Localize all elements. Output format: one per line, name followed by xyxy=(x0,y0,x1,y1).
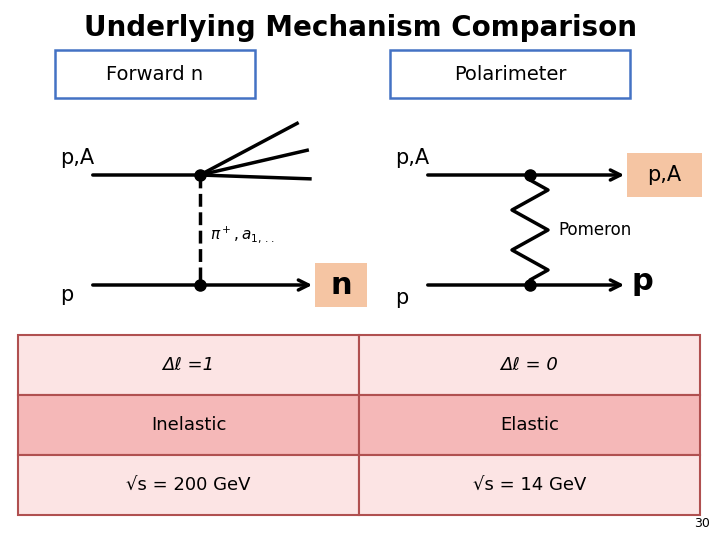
Bar xyxy=(359,395,700,455)
Text: p: p xyxy=(395,288,408,308)
Text: √s = 200 GeV: √s = 200 GeV xyxy=(126,476,251,494)
Bar xyxy=(18,335,359,395)
Text: p,A: p,A xyxy=(395,148,429,168)
Text: Inelastic: Inelastic xyxy=(150,416,226,434)
Text: p,A: p,A xyxy=(60,148,94,168)
Bar xyxy=(359,335,700,395)
Text: 30: 30 xyxy=(694,517,710,530)
Bar xyxy=(315,263,367,307)
Text: Underlying Mechanism Comparison: Underlying Mechanism Comparison xyxy=(84,14,636,42)
Bar xyxy=(18,395,359,455)
Text: p: p xyxy=(60,285,73,305)
Bar xyxy=(390,50,630,98)
Text: Δℓ =1: Δℓ =1 xyxy=(163,356,215,374)
Text: p,A: p,A xyxy=(647,165,681,185)
Bar xyxy=(18,455,359,515)
Text: √s = 14 GeV: √s = 14 GeV xyxy=(473,476,586,494)
Text: Elastic: Elastic xyxy=(500,416,559,434)
Bar xyxy=(359,455,700,515)
Text: n: n xyxy=(330,271,352,300)
Text: $\pi^+,a_{1,\,..\,}$: $\pi^+,a_{1,\,..\,}$ xyxy=(210,225,274,245)
Bar xyxy=(627,153,702,197)
Text: p: p xyxy=(632,267,654,296)
Text: Polarimeter: Polarimeter xyxy=(454,64,566,84)
Text: Forward n: Forward n xyxy=(107,64,204,84)
Bar xyxy=(55,50,255,98)
Text: Pomeron: Pomeron xyxy=(558,221,631,239)
Text: Δℓ = 0: Δℓ = 0 xyxy=(500,356,559,374)
